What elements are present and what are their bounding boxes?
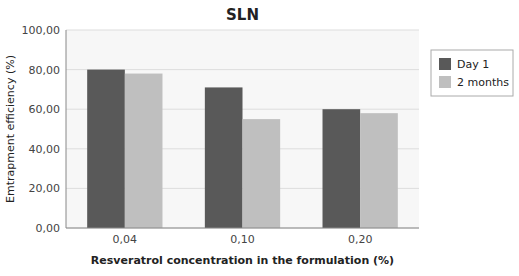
y-tick-label: 40,00: [29, 143, 61, 156]
bar: [87, 70, 125, 228]
bars: [87, 70, 398, 228]
bar: [125, 74, 163, 228]
y-tick-label: 0,00: [36, 222, 61, 235]
title: SLN: [226, 6, 259, 24]
y-axis-label: Emtrapment efficiency (%): [4, 55, 17, 203]
legend-swatch: [439, 76, 451, 88]
x-axis-label: Resveratrol concentration in the formula…: [91, 254, 394, 267]
legend-swatch: [439, 58, 451, 70]
grid: [66, 30, 419, 228]
legend-label: 2 months: [457, 76, 509, 89]
plot-area: [66, 30, 419, 228]
chart: 0,00 20,00 40,00 60,00 80,00 100,00 0,04 0,10 0,…: [0, 0, 519, 276]
y-tick-label: 60,00: [29, 103, 61, 116]
x-tick-label: 0,04: [113, 233, 138, 246]
x-tick-label: 0,20: [348, 233, 373, 246]
legend-label: Day 1: [457, 58, 489, 71]
y-tick-label: 100,00: [22, 24, 61, 37]
legend: Day 1 2 months: [431, 50, 513, 96]
bar: [323, 109, 361, 228]
bar: [243, 119, 281, 228]
legend-frame: [431, 50, 513, 96]
y-axis-line: [66, 30, 67, 228]
bar: [360, 113, 398, 228]
x-tick-label: 0,10: [230, 233, 255, 246]
grid-line: [66, 228, 419, 229]
grid-line: [66, 30, 419, 31]
y-tick-label: 20,00: [29, 182, 61, 195]
y-tick-label: 80,00: [29, 64, 61, 77]
x-axis-line: [66, 228, 419, 229]
bar: [205, 87, 243, 228]
